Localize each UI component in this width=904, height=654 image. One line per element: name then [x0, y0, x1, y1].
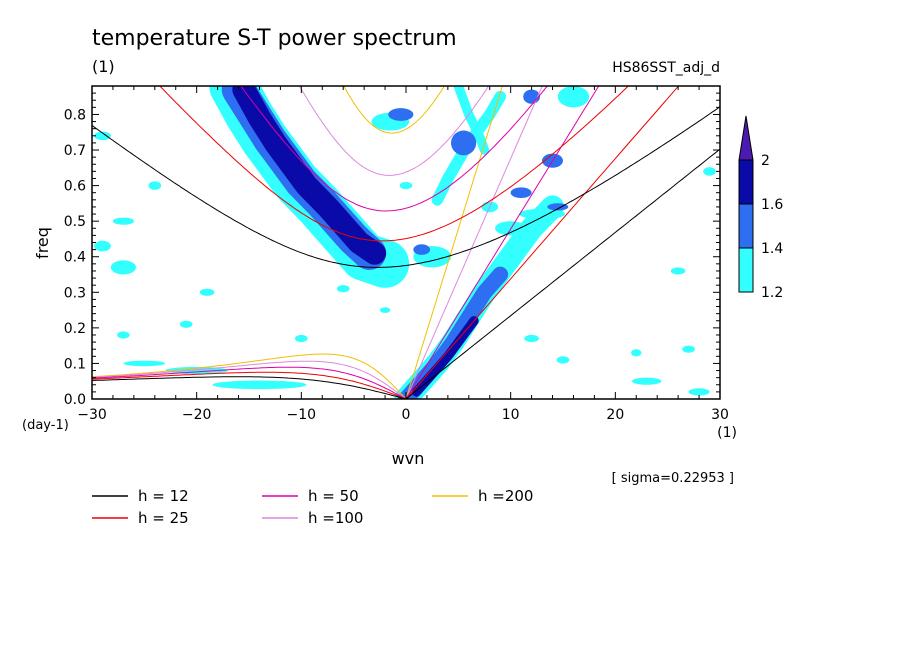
- x-tick-label: −20: [182, 407, 212, 423]
- power-blob: [179, 320, 193, 328]
- power-blob: [399, 182, 413, 190]
- kelvin-curve: [405, 86, 600, 399]
- x-tick-label: −30: [77, 407, 107, 423]
- power-blob: [524, 334, 539, 343]
- power-blob: [110, 260, 136, 275]
- colorbar-swatch: [738, 115, 754, 161]
- rossby-curve: [92, 371, 407, 399]
- rossby-curve: [92, 360, 407, 399]
- chart-title: temperature S-T power spectrum: [92, 26, 457, 51]
- title-unit: (1): [92, 57, 115, 76]
- power-blob: [379, 307, 391, 313]
- power-blob: [510, 187, 532, 198]
- y-tick-label: 0.0: [64, 392, 86, 408]
- kelvin-curve: [405, 86, 680, 399]
- rossby-curve: [92, 353, 407, 399]
- x-axis-label: wvn: [392, 449, 425, 468]
- plot-frame: [91, 85, 721, 400]
- y-tick-label: 0.1: [64, 356, 86, 372]
- power-ridge: [232, 86, 387, 265]
- x-tick-label: 10: [502, 407, 520, 423]
- inertio-gravity-curve: [298, 86, 490, 176]
- power-blob: [94, 240, 111, 252]
- power-blob: [295, 334, 308, 343]
- power-blob: [148, 181, 162, 190]
- power-blob: [451, 130, 477, 156]
- power-blob: [212, 380, 307, 390]
- x-tick-label: 20: [606, 407, 624, 423]
- y-axis-label: freq: [33, 227, 52, 259]
- inertio-gravity-curve: [92, 106, 720, 268]
- legend: h = 12 h = 25 h = 50 h =100 h =200: [92, 487, 533, 527]
- kelvin-curve: [405, 148, 720, 399]
- legend-label: h = 25: [138, 509, 189, 527]
- x-tick-label: 0: [402, 407, 411, 423]
- colorbar-swatch: [738, 203, 754, 249]
- power-blob: [556, 356, 570, 364]
- y-axis-unit: (day-1): [22, 418, 69, 433]
- colorbar-swatch: [738, 247, 754, 293]
- power-ridge: [411, 316, 479, 397]
- power-blob: [631, 349, 642, 357]
- colorbar: 1.2 1.4 1.6 2: [738, 115, 783, 301]
- power-blob: [199, 288, 215, 296]
- power-blob: [670, 267, 686, 275]
- colorbar-swatch: [738, 159, 754, 205]
- power-ridge: [453, 86, 490, 155]
- legend-label: h =100: [308, 509, 363, 527]
- power-blob: [557, 86, 590, 108]
- inertio-gravity-curve: [159, 86, 630, 242]
- power-blob: [354, 241, 385, 258]
- power-blob: [388, 108, 414, 121]
- power-regions: [94, 86, 716, 399]
- y-axis-ticks: 0.0 0.1 0.2 0.3 0.4 0.5 0.6 0.7 0.8: [64, 85, 720, 408]
- kelvin-curve: [405, 86, 503, 399]
- power-blob: [547, 203, 569, 211]
- colorbar-label: 2: [761, 153, 770, 169]
- power-blob: [117, 331, 130, 339]
- power-blob: [682, 345, 695, 353]
- power-blob: [94, 131, 111, 141]
- inertio-gravity-curve: [343, 86, 445, 134]
- colorbar-label: 1.6: [761, 197, 783, 213]
- power-blob: [413, 244, 431, 255]
- legend-label: h = 12: [138, 487, 189, 505]
- power-blob: [112, 217, 134, 225]
- dataset-label: HS86SST_adj_d: [612, 60, 720, 76]
- y-tick-label: 0.2: [64, 321, 86, 337]
- y-tick-label: 0.8: [64, 107, 86, 123]
- rossby-curve: [92, 376, 407, 399]
- x-axis-ticks: −30 −20 −10 0 10 20 30: [77, 86, 729, 423]
- power-blob: [632, 377, 662, 385]
- inertio-gravity-curve: [240, 86, 548, 212]
- y-tick-label: 0.7: [64, 143, 86, 159]
- power-blob: [703, 167, 716, 176]
- y-tick-label: 0.4: [64, 250, 86, 266]
- y-tick-label: 0.6: [64, 179, 86, 195]
- legend-label: h = 50: [308, 487, 359, 505]
- colorbar-label: 1.4: [761, 241, 783, 257]
- sigma-note: [ sigma=0.22953 ]: [612, 471, 734, 486]
- legend-label: h =200: [478, 487, 533, 505]
- power-blob: [123, 360, 166, 367]
- kelvin-curve: [405, 86, 543, 399]
- power-ridge: [398, 266, 509, 399]
- x-tick-label: −10: [287, 407, 317, 423]
- x-tick-label: 30: [711, 407, 729, 423]
- rossby-curve: [92, 366, 407, 399]
- dispersion-curves: [92, 86, 720, 399]
- x-axis-unit: (1): [717, 425, 737, 441]
- power-blob: [336, 285, 350, 293]
- colorbar-label: 1.2: [761, 285, 783, 301]
- y-tick-label: 0.5: [64, 214, 86, 230]
- power-blob: [688, 388, 710, 396]
- y-tick-label: 0.3: [64, 285, 86, 301]
